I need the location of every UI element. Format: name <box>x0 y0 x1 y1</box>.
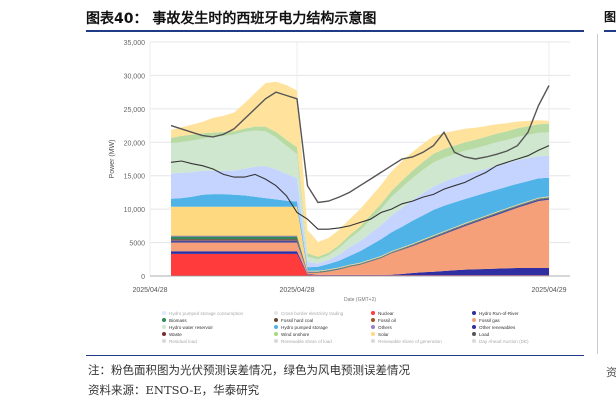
legend-label: Renewable share of load <box>281 339 332 344</box>
figure-note: 注：粉色面积图为光伏预测误差情况，绿色为风电预测误差情况 <box>88 363 410 377</box>
title-underline <box>86 30 584 32</box>
legend-swatch <box>162 318 166 322</box>
y-tick-label: 10,000 <box>124 207 146 214</box>
area-nuclear <box>171 253 549 276</box>
y-tick-label: 30,000 <box>124 73 146 80</box>
legend-label: Hydro pumped storage <box>281 325 328 330</box>
legend-swatch <box>371 325 375 329</box>
x-axis-title: Date (GMT+2) <box>344 297 376 303</box>
legend-swatch <box>274 311 278 315</box>
line-load <box>170 85 550 204</box>
line-residual-load <box>170 145 550 230</box>
legend-label: Biomass <box>169 318 187 323</box>
legend-label: Fossil oil <box>378 318 396 323</box>
figure-title: 图表40： 事故发生时的西班牙电力结构示意图 <box>86 11 377 27</box>
y-tick-label: 5000 <box>129 241 145 248</box>
legend-swatch <box>274 325 278 329</box>
legend-label: Load <box>479 332 490 337</box>
legend-swatch <box>162 311 166 315</box>
legend-swatch <box>472 325 476 329</box>
legend-label: Solar <box>378 332 389 337</box>
figure-source: 资料来源：ENTSO-E，华泰研究 <box>88 383 260 397</box>
legend-label: Residual load <box>169 339 197 344</box>
legend-swatch <box>162 325 166 329</box>
y-tick-label: 20,000 <box>124 140 146 147</box>
legend-swatch <box>371 339 375 343</box>
x-tick-label: 2025/04/28 <box>132 287 167 294</box>
figure-title-bar: 图表40： 事故发生时的西班牙电力结构示意图 <box>86 4 586 28</box>
area-wind-onshore <box>171 177 549 271</box>
legend-label: Renewable share of generation <box>378 339 442 344</box>
area-solar <box>171 196 549 272</box>
legend-swatch <box>162 332 166 336</box>
legend-label: Fossil gas <box>479 318 500 323</box>
legend-swatch <box>274 318 278 322</box>
legend-label: Nuclear <box>378 311 394 316</box>
legend-label: Waste <box>169 332 182 337</box>
legend-label: Wind onshore <box>281 332 310 337</box>
y-tick-label: 35,000 <box>124 40 146 47</box>
adjacent-column-glyph: 图 <box>604 10 616 24</box>
legend-label: Hydro Run-of-River <box>479 311 519 316</box>
legend-swatch <box>472 339 476 343</box>
legend-label: Day Ahead Auction (DE) <box>479 339 529 344</box>
area-fossil-gas <box>171 199 549 275</box>
legend-swatch <box>472 311 476 315</box>
y-tick-label: 25,000 <box>124 107 146 114</box>
footer-rule <box>86 355 584 356</box>
legend-swatch <box>371 318 375 322</box>
power-mix-chart: 0 5000 10,000 15,000 20,000 25,000 30,000 35,00… <box>109 40 570 344</box>
y-tick-label: 15,000 <box>124 174 146 181</box>
legend-swatch <box>274 332 278 336</box>
legend-label: Cross border electricity trading <box>281 311 344 316</box>
adjacent-column-footer-glyph: 资 <box>606 366 616 379</box>
legend-label: Hydro pumped storage consumption <box>169 311 243 316</box>
area-hydro-pumped-storage <box>171 155 549 268</box>
area-wind-forecast-error <box>171 123 549 260</box>
legend-swatch <box>371 332 375 336</box>
legend-swatch <box>371 311 375 315</box>
legend-swatch <box>274 339 278 343</box>
legend-label: Others <box>378 325 392 330</box>
x-tick-label: 2025/04/28 <box>279 287 314 294</box>
area-solar-forecast-error <box>171 81 549 257</box>
legend-swatch <box>472 318 476 322</box>
y-axis-title: Power (MW) <box>109 140 116 179</box>
area-hydro-water-reservoir <box>171 130 549 264</box>
y-tick-label: 0 <box>141 274 145 281</box>
x-tick-label: 2025/04/29 <box>531 287 566 294</box>
legend-label: Other renewables <box>479 325 516 330</box>
column-divider <box>597 34 598 354</box>
legend-swatch <box>472 332 476 336</box>
adjacent-column-rule <box>604 30 616 32</box>
legend-label: Hydro water reservoir <box>169 325 213 330</box>
area-other-renewables <box>171 251 549 276</box>
legend-swatch <box>162 339 166 343</box>
legend-label: Fossil hard coal <box>281 318 313 323</box>
